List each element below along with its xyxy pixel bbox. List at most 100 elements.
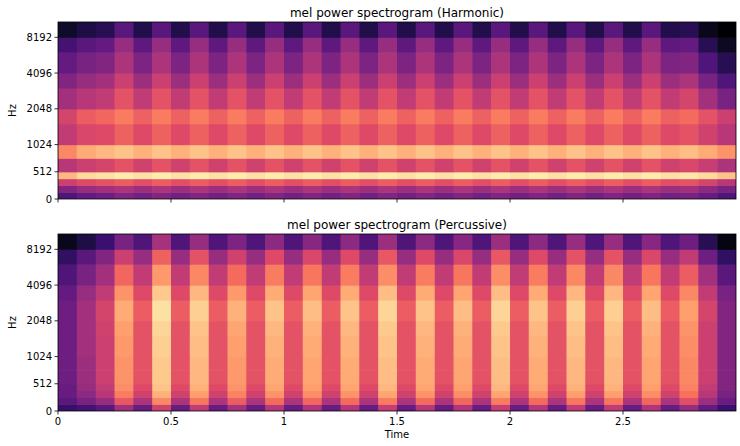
cell xyxy=(698,73,718,88)
cell xyxy=(115,158,134,172)
cell xyxy=(435,249,454,264)
cell xyxy=(209,179,228,186)
cell xyxy=(190,22,210,38)
cell xyxy=(284,384,303,391)
cell xyxy=(472,145,492,159)
cell xyxy=(642,145,662,159)
cell xyxy=(642,37,662,52)
cell xyxy=(284,37,303,52)
cell xyxy=(435,192,454,199)
cell xyxy=(472,73,492,88)
cell xyxy=(454,397,473,404)
cell xyxy=(529,158,549,172)
cell xyxy=(284,321,303,336)
cell xyxy=(623,321,642,336)
cell xyxy=(228,88,247,110)
cell xyxy=(680,336,699,358)
cell xyxy=(717,52,736,74)
cell xyxy=(228,37,247,52)
cell xyxy=(190,88,210,110)
cell xyxy=(322,404,341,411)
cell xyxy=(228,391,247,398)
cell xyxy=(472,264,492,286)
cell xyxy=(96,145,115,159)
cell xyxy=(585,109,605,124)
cell xyxy=(491,321,510,336)
cell xyxy=(77,249,97,264)
cell xyxy=(623,179,642,186)
cell xyxy=(58,158,77,172)
cell xyxy=(115,185,134,192)
cell xyxy=(435,185,454,192)
cell xyxy=(378,88,397,110)
cell xyxy=(585,192,605,199)
cell xyxy=(115,300,134,322)
cell xyxy=(152,145,171,159)
cell xyxy=(491,192,510,199)
cell xyxy=(171,404,190,411)
cell xyxy=(359,404,379,411)
cell xyxy=(585,52,605,74)
cell xyxy=(265,185,284,192)
cell xyxy=(397,73,416,88)
cell xyxy=(322,321,341,336)
cell xyxy=(359,73,379,88)
cell xyxy=(133,249,153,264)
cell xyxy=(115,37,134,52)
cell xyxy=(77,145,97,159)
cell xyxy=(623,234,642,250)
cell xyxy=(604,321,623,336)
cell xyxy=(585,124,605,146)
cell xyxy=(171,124,190,146)
cell xyxy=(548,300,567,322)
y-tick xyxy=(55,144,59,145)
cell xyxy=(152,192,171,199)
cell xyxy=(491,52,510,74)
cell xyxy=(284,192,303,199)
cell xyxy=(77,300,97,322)
frame xyxy=(58,22,736,199)
cell xyxy=(133,336,153,358)
cell xyxy=(397,384,416,391)
y-tick xyxy=(55,285,59,286)
cell xyxy=(171,249,190,264)
x-tick-label: 1.5 xyxy=(389,416,405,427)
cell xyxy=(585,73,605,88)
cell xyxy=(548,22,567,38)
cell xyxy=(472,357,492,371)
cell xyxy=(567,52,586,74)
cell xyxy=(416,249,436,264)
cell xyxy=(115,88,134,110)
cell xyxy=(491,404,510,411)
cell xyxy=(359,384,379,391)
cell xyxy=(567,384,586,391)
cell xyxy=(228,285,247,300)
cell xyxy=(548,145,567,159)
cell xyxy=(698,404,718,411)
cell xyxy=(397,52,416,74)
cell xyxy=(284,264,303,286)
cell xyxy=(322,145,341,159)
cell xyxy=(680,73,699,88)
cell xyxy=(604,264,623,286)
cell xyxy=(698,145,718,159)
cell xyxy=(77,185,97,192)
cell xyxy=(209,264,228,286)
cell xyxy=(397,109,416,124)
cell xyxy=(322,109,341,124)
cell xyxy=(228,73,247,88)
cell xyxy=(58,179,77,186)
title: mel power spectrogram (Percussive) xyxy=(287,218,507,232)
cell xyxy=(171,285,190,300)
cell xyxy=(529,22,549,38)
cell xyxy=(548,192,567,199)
cell xyxy=(567,158,586,172)
cell xyxy=(96,158,115,172)
cell xyxy=(698,158,718,172)
cell xyxy=(585,370,605,384)
cell xyxy=(322,124,341,146)
cell xyxy=(661,397,680,404)
cell xyxy=(152,179,171,186)
cell xyxy=(341,179,360,186)
cell xyxy=(265,22,284,38)
